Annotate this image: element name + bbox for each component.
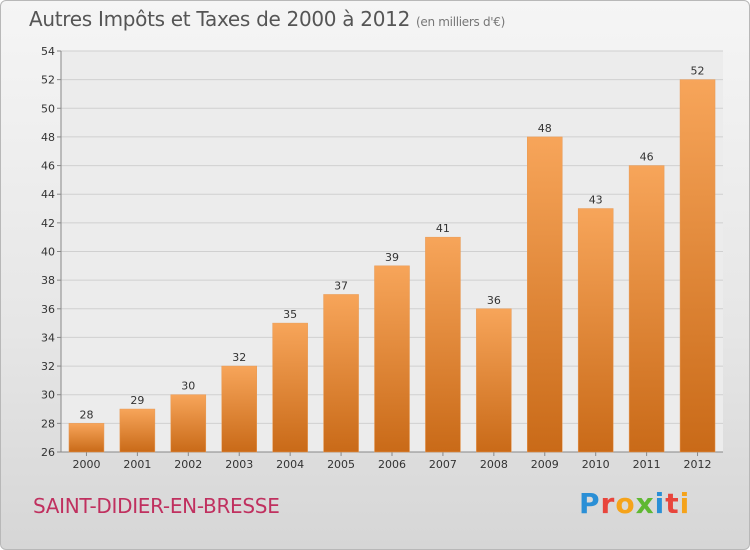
bar [527, 136, 563, 453]
y-tick-label: 38 [41, 274, 55, 287]
y-tick-label: 30 [41, 389, 55, 402]
x-tick-label: 2011 [633, 458, 661, 471]
data-label: 41 [436, 222, 450, 235]
y-tick-label: 54 [41, 45, 55, 58]
data-label: 46 [640, 151, 654, 164]
y-tick-label: 48 [41, 131, 55, 144]
bar [577, 208, 614, 453]
logo-letter: P [579, 487, 601, 520]
bar [170, 394, 207, 453]
x-tick-label: 2010 [582, 458, 610, 471]
bar [628, 165, 665, 453]
y-tick-label: 52 [41, 74, 55, 87]
chart-title-text: Autres Impôts et Taxes de 2000 à 2012 [29, 7, 410, 31]
data-label: 30 [181, 380, 195, 393]
y-tick-label: 44 [41, 188, 55, 201]
x-tick-label: 2005 [327, 458, 355, 471]
bar [374, 265, 410, 453]
logo-letter: o [615, 487, 636, 520]
logo-letter: i [679, 487, 691, 520]
data-label: 28 [79, 408, 93, 421]
bar [272, 322, 308, 453]
x-tick-label: 2004 [276, 458, 304, 471]
data-label: 29 [130, 394, 144, 407]
logo-letter: t [665, 487, 680, 520]
x-tick-label: 2009 [531, 458, 559, 471]
y-tick-label: 28 [41, 417, 55, 430]
logo-letter: x [635, 487, 655, 520]
y-tick-label: 46 [41, 160, 55, 173]
y-tick-label: 32 [41, 360, 55, 373]
bar [68, 423, 105, 453]
x-tick-label: 2007 [429, 458, 457, 471]
y-tick-label: 26 [41, 446, 55, 459]
bar [425, 236, 461, 453]
commune-name: SAINT-DIDIER-EN-BRESSE [33, 494, 280, 518]
chart-title: Autres Impôts et Taxes de 2000 à 2012 (en… [29, 7, 505, 31]
data-label: 37 [334, 279, 348, 292]
data-label: 43 [589, 194, 603, 207]
x-tick-label: 2006 [378, 458, 406, 471]
chart-unit: (en milliers d'€) [416, 15, 506, 29]
proxiti-logo: Proxiti [579, 487, 690, 520]
x-tick-label: 2001 [123, 458, 151, 471]
bar [323, 294, 359, 453]
bar [119, 408, 156, 453]
data-label: 35 [283, 308, 297, 321]
y-tick-label: 50 [41, 102, 55, 115]
data-label: 52 [691, 65, 705, 78]
x-tick-label: 2012 [684, 458, 712, 471]
bars [68, 79, 716, 453]
y-tick-label: 40 [41, 246, 55, 259]
data-label: 48 [538, 122, 552, 135]
logo-letter: r [600, 487, 616, 520]
data-label: 36 [487, 294, 501, 307]
x-tick-label: 2000 [72, 458, 100, 471]
data-label: 39 [385, 251, 399, 264]
bar [221, 365, 257, 453]
data-label: 32 [232, 351, 246, 364]
bar [679, 79, 716, 453]
logo-letter: i [654, 487, 666, 520]
y-tick-label: 34 [41, 331, 55, 344]
y-tick-label: 42 [41, 217, 55, 230]
x-tick-label: 2003 [225, 458, 253, 471]
data-labels: 28 29 30 32 35 37 39 41 36 48 43 46 52 [79, 65, 704, 422]
x-tick-label: 2008 [480, 458, 508, 471]
x-tick-label: 2002 [174, 458, 202, 471]
bar [476, 308, 512, 453]
y-tick-label: 36 [41, 303, 55, 316]
